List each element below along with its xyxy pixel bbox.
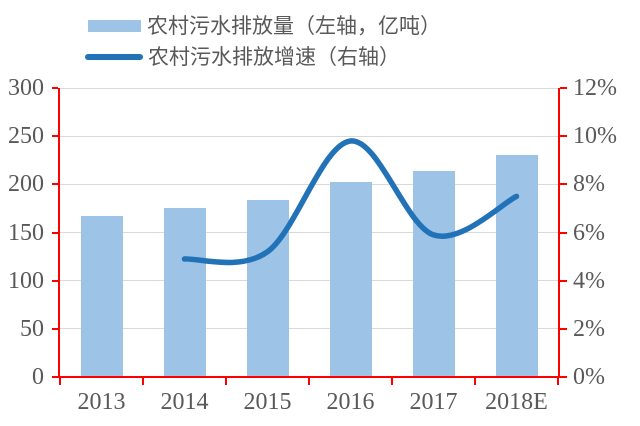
y-axis-left-tick-300 — [52, 87, 58, 89]
bar-2018E — [495, 155, 538, 377]
y-axis-right-tick-250 — [560, 135, 567, 138]
legend-item-bar-series: 农村污水排放量（左轴，亿吨） — [88, 13, 441, 39]
bar-series-label: 农村污水排放量（左轴，亿吨） — [147, 14, 441, 38]
y-axis-right-tick-50 — [560, 327, 567, 330]
y-axis-left-tick-250 — [52, 135, 58, 138]
y-axis-left-tick-150 — [52, 231, 58, 234]
line-series-label: 农村污水排放增速（右轴） — [148, 45, 400, 69]
y-axis-label-0: 0 — [32, 364, 44, 390]
bar-2013 — [80, 216, 123, 377]
y-axis-right-tick-200 — [560, 183, 567, 186]
y-axis-right — [558, 88, 560, 378]
y-axis-left-tick-100 — [52, 279, 58, 282]
gridline-300 — [60, 87, 558, 89]
right-axis-label-10%: 10% — [573, 123, 617, 150]
y-axis-right-tick-0 — [560, 376, 567, 378]
right-axis-label-12%: 12% — [573, 75, 617, 101]
legend-item-line-series: 农村污水排放增速（右轴） — [85, 44, 400, 70]
gridline-250 — [60, 135, 558, 137]
y-axis-left-tick-200 — [52, 183, 58, 186]
x-axis-tick-6 — [557, 378, 559, 385]
y-axis-left — [58, 88, 60, 378]
y-axis-right-tick-100 — [560, 279, 567, 282]
bar-2017 — [412, 170, 455, 377]
right-axis-label-0%: 0% — [573, 364, 605, 390]
y-axis-label-200: 200 — [8, 171, 44, 198]
bar-series-swatch-icon — [88, 20, 141, 32]
x-axis-label-2015: 2015 — [243, 389, 292, 415]
gridline-150 — [60, 232, 558, 233]
y-axis-label-100: 100 — [8, 267, 44, 294]
x-axis-label-2018E: 2018E — [485, 389, 548, 415]
y-axis-left-tick-50 — [52, 327, 58, 330]
right-axis-label-8%: 8% — [573, 171, 605, 198]
x-axis-label-2016: 2016 — [326, 389, 375, 415]
y-axis-label-300: 300 — [8, 75, 44, 101]
y-axis-label-50: 50 — [20, 315, 44, 342]
x-axis-tick-4 — [391, 378, 393, 385]
x-axis-label-2017: 2017 — [409, 389, 458, 415]
y-axis-right-tick-150 — [560, 231, 567, 234]
x-axis — [52, 376, 566, 378]
x-axis-tick-0 — [59, 378, 61, 385]
y-axis-left-tick-0 — [52, 376, 58, 378]
x-axis-tick-3 — [308, 378, 310, 385]
x-axis-tick-2 — [225, 378, 227, 385]
x-axis-label-2013: 2013 — [77, 389, 126, 415]
x-axis-tick-1 — [142, 378, 144, 385]
gridline-100 — [60, 280, 558, 282]
bar-2015 — [246, 199, 289, 377]
gridline-200 — [60, 183, 558, 185]
right-axis-label-4%: 4% — [573, 267, 605, 294]
y-axis-right-tick-300 — [560, 87, 567, 89]
x-axis-tick-5 — [474, 378, 476, 385]
right-axis-label-6%: 6% — [573, 219, 605, 246]
x-axis-label-2014: 2014 — [160, 389, 209, 415]
line-series-swatch-icon — [85, 54, 143, 60]
gridline-50 — [60, 328, 558, 330]
bar-2016 — [329, 182, 372, 377]
right-axis-label-2%: 2% — [573, 315, 605, 342]
y-axis-label-250: 250 — [8, 123, 44, 150]
bar-2014 — [163, 208, 206, 377]
y-axis-label-150: 150 — [8, 219, 44, 246]
